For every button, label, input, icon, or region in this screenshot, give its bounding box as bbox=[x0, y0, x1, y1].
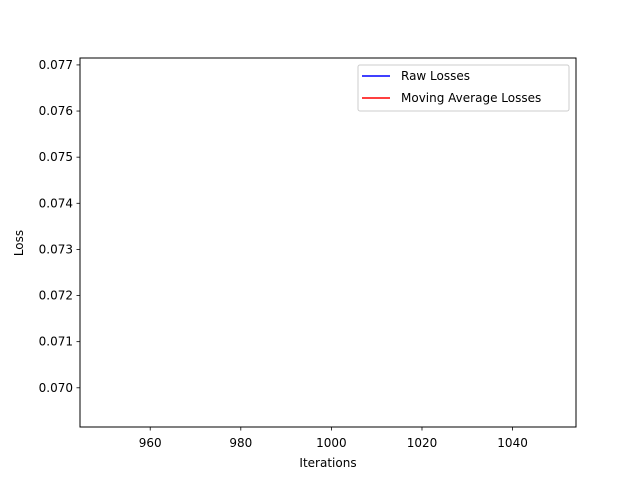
y-axis-label: Loss bbox=[12, 230, 26, 256]
legend-label-moving-average-losses: Moving Average Losses bbox=[401, 91, 541, 105]
legend-label-raw-losses: Raw Losses bbox=[401, 69, 470, 83]
y-tick-label: 0.074 bbox=[39, 196, 73, 210]
plot-area-frame bbox=[79, 57, 577, 428]
x-tick-label: 1040 bbox=[497, 436, 528, 450]
y-axis-ticks: 0.070 0.071 0.072 0.073 0.074 0.075 0.076 0.077 bbox=[39, 58, 80, 395]
x-tick-label: 960 bbox=[139, 436, 162, 450]
y-tick-label: 0.076 bbox=[39, 104, 73, 118]
x-tick-label: 980 bbox=[229, 436, 252, 450]
y-tick-label: 0.072 bbox=[39, 289, 73, 303]
x-axis-ticks: 960 980 1000 1020 1040 bbox=[139, 427, 528, 450]
legend: Raw Losses Moving Average Losses bbox=[357, 64, 570, 112]
y-tick-label: 0.075 bbox=[39, 150, 73, 164]
y-tick-label: 0.070 bbox=[39, 381, 73, 395]
legend-box bbox=[357, 64, 570, 112]
y-tick-label: 0.073 bbox=[39, 242, 73, 256]
x-axis-label: Iterations bbox=[299, 456, 356, 470]
y-tick-label: 0.077 bbox=[39, 58, 73, 72]
x-tick-label: 1020 bbox=[407, 436, 438, 450]
y-tick-label: 0.071 bbox=[39, 335, 73, 349]
x-tick-label: 1000 bbox=[316, 436, 347, 450]
